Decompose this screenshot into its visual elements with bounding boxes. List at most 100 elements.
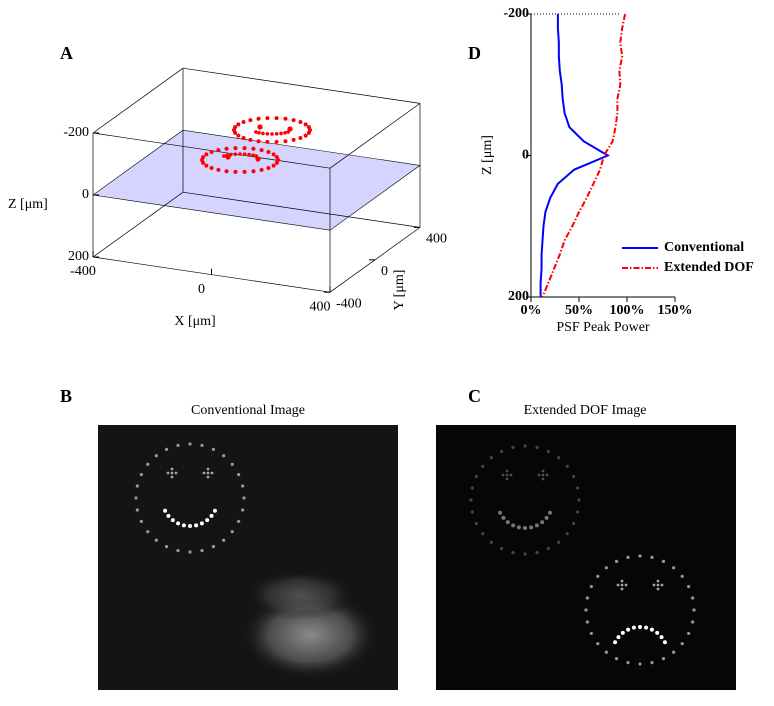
- spot: [166, 513, 171, 518]
- image-frame: [436, 425, 736, 690]
- point: [201, 155, 206, 160]
- point: [266, 150, 271, 155]
- point: [257, 124, 263, 130]
- point: [242, 169, 247, 174]
- point: [271, 152, 276, 157]
- spot: [505, 477, 509, 481]
- spot: [200, 549, 204, 553]
- spot: [680, 642, 684, 646]
- spot: [584, 608, 588, 612]
- spot: [672, 566, 676, 570]
- spot: [212, 508, 217, 513]
- point: [279, 131, 283, 136]
- spot: [199, 521, 204, 526]
- box-edge: [182, 191, 421, 228]
- spot: [576, 510, 580, 514]
- panel-label: B: [60, 386, 72, 406]
- point: [287, 126, 293, 132]
- spot: [576, 486, 580, 490]
- point: [256, 139, 261, 144]
- spot: [577, 498, 581, 502]
- point: [248, 137, 253, 142]
- point: [248, 118, 253, 123]
- spot: [572, 474, 576, 479]
- spot: [541, 473, 545, 477]
- spot: [687, 631, 691, 636]
- spot: [537, 473, 541, 477]
- spot: [545, 473, 549, 477]
- spot: [489, 456, 493, 460]
- spot: [672, 650, 676, 654]
- spot: [626, 555, 630, 559]
- spot: [230, 530, 234, 534]
- series-line: [541, 13, 627, 298]
- point: [274, 160, 279, 165]
- spot: [134, 496, 138, 500]
- spot: [656, 587, 660, 591]
- legend-label: Extended DOF: [664, 260, 754, 275]
- spot: [687, 584, 691, 589]
- spot: [692, 608, 696, 612]
- spot: [237, 519, 241, 524]
- spot: [188, 550, 192, 554]
- point: [242, 152, 247, 156]
- y-tick-label: -400: [336, 296, 362, 311]
- point: [298, 135, 303, 140]
- spot: [498, 510, 503, 515]
- spot: [170, 467, 174, 471]
- point: [265, 116, 270, 121]
- image-title: Conventional Image: [191, 403, 305, 418]
- point: [233, 169, 238, 174]
- spot: [529, 525, 534, 530]
- x-tick-label: -400: [70, 264, 96, 279]
- spot: [206, 475, 210, 479]
- y-tick-label: 400: [426, 232, 447, 247]
- spot: [656, 579, 660, 583]
- point: [216, 148, 221, 153]
- spot: [650, 661, 654, 665]
- spot: [661, 657, 666, 661]
- spot: [546, 449, 551, 453]
- z-tick-label: 200: [68, 249, 89, 264]
- spot: [170, 471, 174, 475]
- point: [256, 116, 261, 121]
- spot: [631, 625, 636, 630]
- point: [209, 165, 214, 170]
- spot: [620, 630, 625, 635]
- spot: [242, 496, 246, 500]
- spot: [644, 625, 649, 630]
- spot: [596, 574, 600, 578]
- spot: [135, 508, 139, 512]
- spot: [661, 559, 666, 563]
- point: [259, 167, 264, 172]
- spot: [534, 523, 539, 528]
- spot: [146, 530, 150, 534]
- spot: [656, 583, 660, 587]
- spot: [565, 532, 569, 536]
- spot: [135, 484, 139, 488]
- spot: [222, 454, 226, 458]
- point: [224, 169, 229, 174]
- spot: [501, 515, 506, 520]
- spot: [509, 473, 513, 477]
- point: [274, 132, 279, 136]
- spot: [604, 566, 608, 570]
- box-edge: [329, 103, 421, 169]
- point: [303, 122, 308, 127]
- point: [224, 146, 229, 151]
- point: [291, 118, 296, 123]
- spot: [211, 545, 216, 549]
- spot: [176, 443, 180, 447]
- x-tick-label: 400: [310, 299, 331, 314]
- spot: [649, 627, 654, 632]
- spot: [650, 555, 654, 559]
- x-tick-label: 150%: [658, 303, 693, 318]
- point: [303, 133, 308, 138]
- spot: [170, 475, 174, 479]
- x-tick-label: 0: [198, 282, 205, 297]
- spot: [523, 444, 527, 448]
- spot: [541, 477, 545, 481]
- point: [251, 146, 256, 151]
- point: [274, 139, 279, 144]
- plane: [92, 129, 421, 231]
